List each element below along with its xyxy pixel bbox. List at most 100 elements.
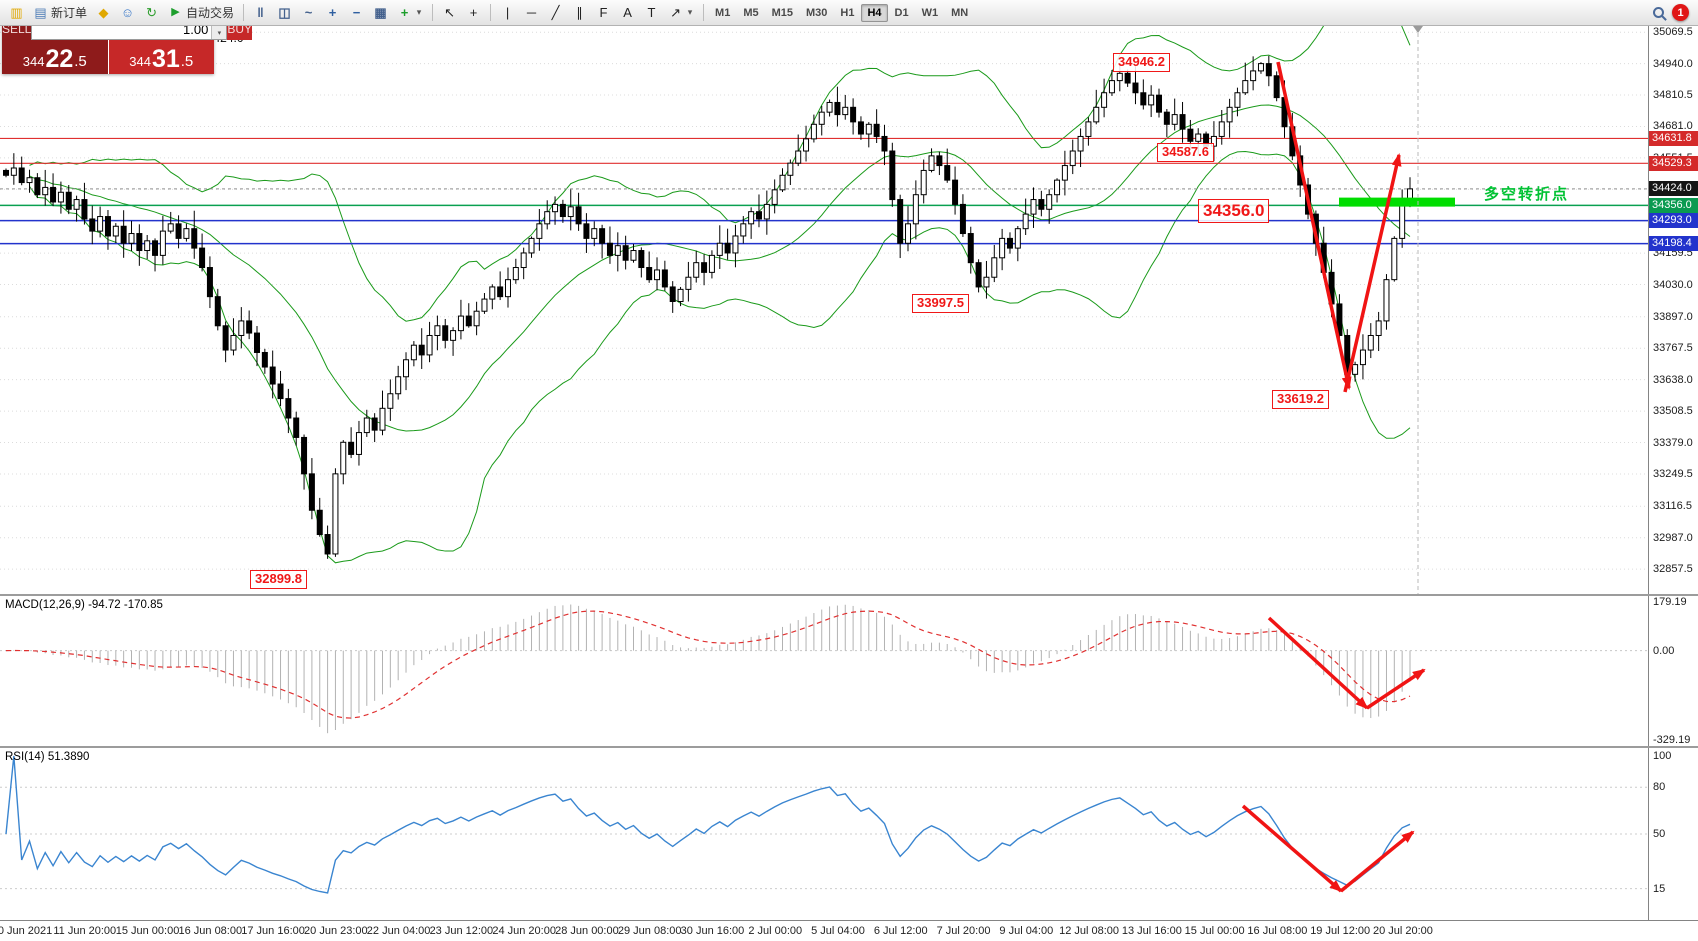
line-chart-button[interactable]: ~ bbox=[297, 2, 320, 23]
price-callout[interactable]: 34946.2 bbox=[1113, 53, 1170, 72]
time-tick-label: 28 Jun 00:00 bbox=[555, 925, 619, 937]
toolbar-separator bbox=[703, 4, 705, 21]
time-tick-label: 16 Jul 08:00 bbox=[1247, 925, 1308, 937]
zoom-in-icon: + bbox=[328, 5, 337, 20]
indicators-button[interactable]: + ▾ bbox=[393, 2, 427, 23]
fibonacci-icon: F bbox=[599, 5, 608, 20]
price-badge: 34198.4 bbox=[1649, 236, 1698, 252]
macd-surface[interactable] bbox=[0, 596, 1648, 746]
rsi-axis-label: 100 bbox=[1653, 750, 1672, 762]
main-toolbar: ▥ ▤ 新订单 ◆ ☺ ↻ ▶ 自动交易 ‖ ◫ ~ + − ▦ + ▾ ↖ +… bbox=[0, 0, 1698, 26]
bar-chart-icon: ‖ bbox=[257, 5, 264, 20]
price-badge: 34356.0 bbox=[1649, 197, 1698, 213]
toolbar-separator bbox=[243, 4, 245, 21]
macd-panel[interactable]: MACD(12,26,9) -94.72 -170.85 bbox=[0, 596, 1648, 746]
timeframe-d1[interactable]: D1 bbox=[894, 6, 909, 19]
rsi-axis-label: 15 bbox=[1653, 882, 1666, 895]
autotrade-button[interactable]: ▶ 自动交易 bbox=[164, 2, 238, 23]
new-order-label: 新订单 bbox=[51, 6, 88, 20]
search-icon[interactable] bbox=[1653, 7, 1664, 18]
refresh-button[interactable]: ↻ bbox=[140, 2, 163, 23]
text-tool-button[interactable]: A bbox=[616, 2, 639, 23]
chevron-down-icon: ▾ bbox=[416, 7, 422, 17]
timeframe-h4[interactable]: H4 bbox=[861, 3, 888, 22]
time-tick-label: 15 Jul 00:00 bbox=[1184, 925, 1245, 937]
candle-chart-button[interactable]: ◫ bbox=[273, 2, 296, 23]
crosshair-button[interactable]: + bbox=[462, 2, 485, 23]
metaeditor-button[interactable]: ◆ bbox=[92, 2, 115, 23]
new-order-icon: ▤ bbox=[34, 5, 47, 20]
timeframe-m15[interactable]: M15 bbox=[771, 6, 793, 19]
notification-badge[interactable]: 1 bbox=[1672, 4, 1689, 21]
time-tick-label: 20 Jul 20:00 bbox=[1372, 925, 1433, 937]
price-callout[interactable]: 33619.2 bbox=[1272, 390, 1329, 409]
timeframe-mn[interactable]: MN bbox=[951, 6, 969, 19]
rsi-panel[interactable]: RSI(14) 51.3890 bbox=[0, 748, 1648, 920]
price-tick-label: 32987.0 bbox=[1653, 531, 1693, 544]
price-badge: 34631.8 bbox=[1649, 130, 1698, 146]
arrows-tool-icon: ↗ bbox=[670, 5, 681, 20]
bar-chart-button[interactable]: ‖ bbox=[249, 2, 272, 23]
buy-price-prefix: 344 bbox=[129, 54, 151, 69]
tile-windows-button[interactable]: ▦ bbox=[369, 2, 392, 23]
rsi-surface[interactable] bbox=[0, 748, 1648, 920]
timeframe-m5[interactable]: M5 bbox=[743, 6, 759, 19]
horizontal-line-button[interactable]: ─ bbox=[520, 2, 543, 23]
sell-button[interactable]: 344 22.5 bbox=[2, 40, 109, 74]
timeframe-w1[interactable]: W1 bbox=[921, 6, 939, 19]
macd-axis-label: 179.19 bbox=[1653, 596, 1687, 608]
buy-price-big: 31 bbox=[151, 45, 180, 73]
channel-icon: ∥ bbox=[576, 5, 583, 20]
text-tool-icon: A bbox=[623, 5, 632, 20]
horizontal-line-icon: ─ bbox=[526, 5, 537, 20]
buy-button[interactable]: 344 31.5 bbox=[108, 40, 214, 74]
time-tick-label: 9 Jul 04:00 bbox=[999, 925, 1054, 937]
time-tick-label: 22 Jun 04:00 bbox=[366, 925, 431, 937]
accounts-button[interactable]: ☺ bbox=[116, 2, 139, 23]
arrows-tool-button[interactable]: ↗ ▾ bbox=[664, 2, 698, 23]
vertical-line-button[interactable]: | bbox=[496, 2, 519, 23]
autotrade-icon: ▶ bbox=[171, 6, 180, 18]
new-order-button[interactable]: ▤ 新订单 bbox=[29, 2, 91, 23]
accounts-icon: ☺ bbox=[120, 5, 135, 20]
trendline-button[interactable]: ╱ bbox=[544, 2, 567, 23]
price-callout[interactable]: 32899.8 bbox=[250, 570, 307, 589]
fibonacci-button[interactable]: F bbox=[592, 2, 615, 23]
zoom-out-button[interactable]: − bbox=[345, 2, 368, 23]
price-badge: 34293.0 bbox=[1649, 213, 1698, 229]
indicators-icon: + bbox=[400, 5, 409, 20]
timeframe-h1[interactable]: H1 bbox=[840, 6, 855, 19]
time-tick-label: 17 Jun 16:00 bbox=[241, 925, 305, 937]
timeframe-m30[interactable]: M30 bbox=[806, 6, 828, 19]
price-callout[interactable]: 34587.6 bbox=[1157, 143, 1214, 162]
zoom-in-button[interactable]: + bbox=[321, 2, 344, 23]
rsi-label: RSI(14) 51.3890 bbox=[5, 751, 90, 763]
volume-down-icon[interactable]: ▾ bbox=[212, 29, 227, 39]
sell-price-big: 22 bbox=[45, 45, 74, 73]
price-tick-label: 33379.0 bbox=[1653, 436, 1693, 449]
rsi-axis-label: 50 bbox=[1653, 828, 1666, 840]
price-callout[interactable]: 34356.0 bbox=[1198, 199, 1270, 224]
time-tick-label: 13 Jul 16:00 bbox=[1121, 925, 1182, 937]
turning-point-note[interactable]: 多空转折点 bbox=[1484, 186, 1570, 203]
label-tool-button[interactable]: T bbox=[640, 2, 663, 23]
app-icon-button[interactable]: ▥ bbox=[5, 2, 28, 23]
channel-button[interactable]: ∥ bbox=[568, 2, 591, 23]
timeframe-m1[interactable]: M1 bbox=[715, 6, 731, 19]
buy-price-frac: .5 bbox=[180, 53, 194, 70]
price-tick-label: 34940.0 bbox=[1653, 57, 1693, 70]
panel-divider[interactable] bbox=[0, 746, 1698, 748]
price-callout[interactable]: 33997.5 bbox=[912, 294, 969, 313]
panel-divider[interactable] bbox=[0, 594, 1698, 596]
price-tick-label: 34030.0 bbox=[1653, 278, 1693, 291]
chart-surface[interactable] bbox=[0, 26, 1648, 594]
price-axis[interactable]: 35069.534940.034810.534681.034551.534422… bbox=[1648, 26, 1698, 920]
cursor-button[interactable]: ↖ bbox=[438, 2, 461, 23]
main-chart-panel[interactable]: DJ30-,H4 34426.0 34426.0 34424.0 34424.0 bbox=[0, 26, 1648, 594]
tile-windows-icon: ▦ bbox=[374, 5, 387, 20]
refresh-icon: ↻ bbox=[146, 5, 157, 20]
price-tick-label: 33897.0 bbox=[1653, 310, 1693, 323]
time-tick-label: 15 Jun 00:00 bbox=[115, 925, 180, 937]
trendline-icon: ╱ bbox=[551, 5, 560, 20]
